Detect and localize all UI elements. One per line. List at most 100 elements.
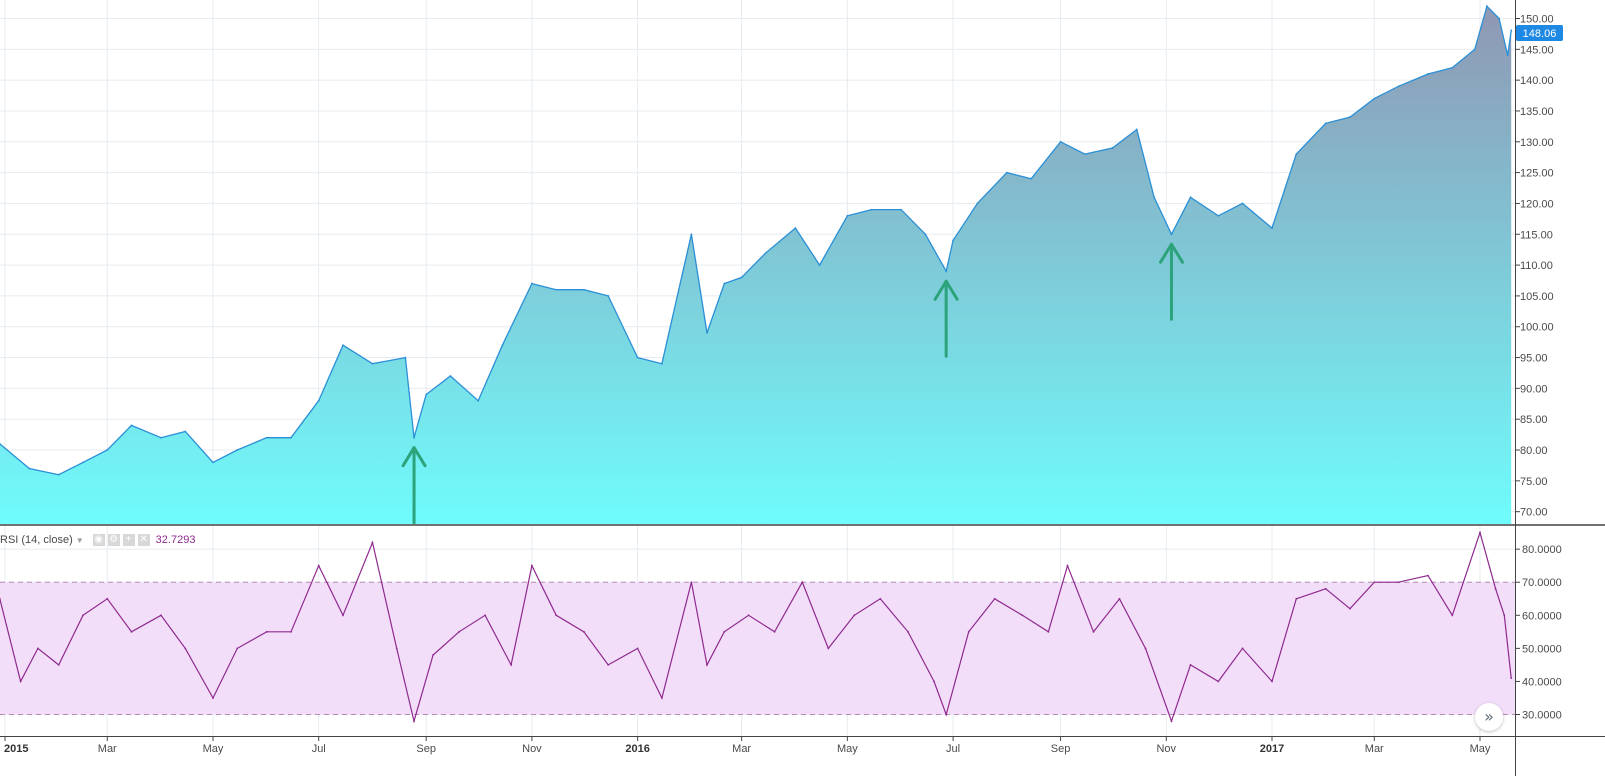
rsi-point [747,614,750,617]
plus-icon[interactable]: + [122,534,135,546]
double-chevron-right-icon[interactable]: » [1475,703,1503,731]
price-point [661,362,663,365]
rsi-point [1324,587,1327,590]
rsi-point [19,680,22,683]
price-point [265,436,268,439]
price-point [1295,153,1298,156]
price-point [342,344,344,347]
price-point [583,288,585,291]
price-point [160,436,162,439]
rsi-point [432,654,435,656]
up-arrow-icon [1158,242,1184,321]
rsi-point [853,614,856,617]
rsi-ytick-label: 50.0000 [1522,643,1562,655]
price-point [290,436,292,439]
price-point [28,467,31,470]
rsi-point [57,663,60,666]
price-point [1189,196,1192,199]
rsi-point [583,630,585,633]
rsi-point [636,647,639,650]
price-point [1217,214,1220,217]
rsi-point [1066,564,1069,567]
close-icon[interactable]: ✕ [137,534,150,546]
price-point [1170,233,1173,236]
price-point [1397,85,1400,88]
xtick-label: Mar [732,743,751,755]
xtick-label: Sep [416,743,436,755]
price-point [1473,48,1476,51]
up-arrow-icon [933,279,959,358]
price-point [1005,171,1008,174]
rsi-point [1494,587,1497,590]
price-point [1271,227,1273,229]
rsi-point [1021,614,1024,617]
rsi-point [933,680,935,683]
xtick-label: May [203,743,224,755]
settings-icon[interactable]: ⚙ [107,534,120,546]
rsi-point [0,597,1,600]
rsi-point [510,663,513,666]
rsi-point [290,630,292,633]
price-point [818,264,821,266]
rsi-point [484,614,487,617]
price-ytick-label: 70.00 [1520,507,1548,519]
price-point [900,208,902,211]
price-point [607,295,610,297]
price-point [764,251,767,254]
rsi-point [1349,607,1351,610]
price-point [723,282,726,285]
price-point [945,270,948,273]
time-x-axis[interactable]: 2015 Mar May Jul Sep Nov 2016 Mar May Jul Sep Nov 20… [4,736,1491,755]
price-point [413,436,415,439]
price-point [636,356,639,359]
rsi-point [1092,630,1095,633]
rsi-legend: RSI (14, close) ▼ ◉ ⚙ + ✕ 32.7293 [0,531,195,549]
rsi-point [106,597,109,600]
last-price-badge: 148.06 [1516,25,1563,41]
price-point [371,362,374,365]
price-point [1324,122,1327,125]
eye-icon[interactable]: ◉ [92,534,105,546]
rsi-point [458,630,461,633]
price-point [1349,116,1351,119]
rsi-plot[interactable] [0,530,1515,724]
price-point [1241,202,1244,205]
price-point [1506,54,1509,57]
xtick-label: Mar [98,743,117,755]
xtick-label: 2017 [1260,743,1284,755]
price-ytick-label: 110.00 [1520,260,1553,272]
price-point [184,430,187,433]
up-arrow-icon [401,446,427,525]
xtick-label: May [837,743,858,755]
rsi-point [395,647,398,650]
price-ytick-label: 95.00 [1520,353,1548,365]
up-arrow-head [401,446,427,468]
price-point [924,233,927,236]
price-point [1153,196,1156,199]
rsi-point [160,614,162,617]
rsi-point [723,630,726,633]
rsi-point [1217,680,1220,683]
dropdown-arrow-icon[interactable]: ▼ [75,535,84,545]
price-y-axis[interactable]: 70.00 75.00 80.00 85.00 90.00 95.00 100.00 105.… [1515,13,1554,519]
price-ytick-label: 145.00 [1520,44,1554,56]
rsi-point [907,630,909,633]
rsi-point [661,697,663,699]
price-point [794,227,797,229]
rsi-point [1189,663,1192,666]
price-ytick-label: 105.00 [1520,291,1554,303]
price-point [57,473,60,476]
price-plot[interactable] [0,4,1513,524]
rsi-y-axis[interactable]: 30.0000 40.0000 50.0000 60.0000 70.0000 80.00… [1515,544,1562,722]
price-area-fill [0,6,1512,524]
xtick-label: Nov [522,743,542,755]
price-ytick-label: 90.00 [1520,383,1548,395]
price-point [1451,66,1454,69]
price-ytick-label: 135.00 [1520,106,1554,118]
price-point [449,375,452,377]
rsi-point [1427,574,1429,577]
up-arrow-head [1158,242,1184,264]
price-point [425,393,428,396]
price-point [952,239,954,242]
